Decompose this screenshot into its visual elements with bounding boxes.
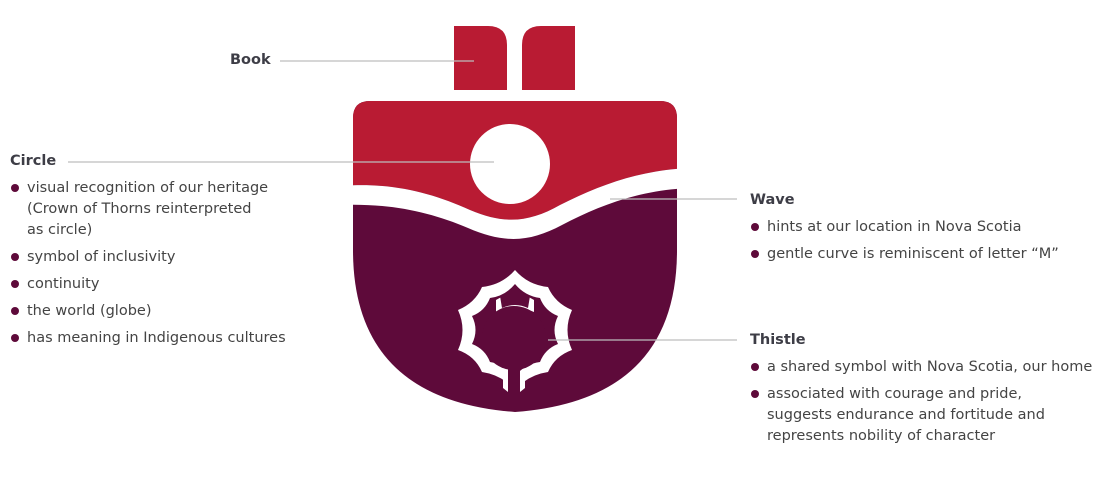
circle-list: visual recognition of our heritage (Crown… bbox=[10, 178, 310, 355]
thistle-title: Thistle bbox=[750, 332, 806, 348]
bullet-line: visual recognition of our heritage bbox=[27, 180, 269, 196]
bullet-line: the world (globe) bbox=[27, 303, 152, 319]
bullet-line: symbol of inclusivity bbox=[27, 249, 176, 265]
bullet-item: symbol of inclusivity bbox=[10, 247, 310, 268]
bullet-line: continuity bbox=[27, 276, 100, 292]
wave-title: Wave bbox=[750, 192, 795, 208]
thistle-list: a shared symbol with Nova Scotia, our ho… bbox=[750, 357, 1110, 453]
bullet-line: associated with courage and pride, bbox=[767, 386, 1022, 402]
bullet-line: hints at our location in Nova Scotia bbox=[767, 219, 1022, 235]
bullet-line: gentle curve is reminiscent of letter “M… bbox=[767, 246, 1059, 262]
circle-title: Circle bbox=[10, 153, 57, 169]
bullet-item: continuity bbox=[10, 274, 310, 295]
book-icon bbox=[454, 26, 575, 90]
wave-icon bbox=[353, 168, 677, 239]
bullet-item: gentle curve is reminiscent of letter “M… bbox=[750, 244, 1100, 265]
bullet-item: hints at our location in Nova Scotia bbox=[750, 217, 1100, 238]
bullet-line: (Crown of Thorns reinterpreted bbox=[27, 201, 252, 217]
circle-icon bbox=[470, 124, 550, 204]
book-title: Book bbox=[230, 52, 271, 68]
bullet-item: a shared symbol with Nova Scotia, our ho… bbox=[750, 357, 1110, 378]
bullet-line: suggests endurance and fortitude and bbox=[767, 407, 1045, 423]
bullet-line: represents nobility of character bbox=[767, 428, 996, 444]
bullet-line: a shared symbol with Nova Scotia, our ho… bbox=[767, 359, 1093, 375]
bullet-item: visual recognition of our heritage (Crown… bbox=[10, 178, 310, 241]
bullet-line: has meaning in Indigenous cultures bbox=[27, 330, 286, 346]
leader-lines bbox=[68, 60, 737, 341]
wave-list: hints at our location in Nova Scotia gent… bbox=[750, 217, 1100, 271]
bullet-item: has meaning in Indigenous cultures bbox=[10, 328, 310, 349]
bullet-item: the world (globe) bbox=[10, 301, 310, 322]
bullet-line: as circle) bbox=[27, 222, 93, 238]
thistle-icon bbox=[458, 270, 572, 396]
bullet-item: associated with courage and pride, sugges… bbox=[750, 384, 1110, 447]
